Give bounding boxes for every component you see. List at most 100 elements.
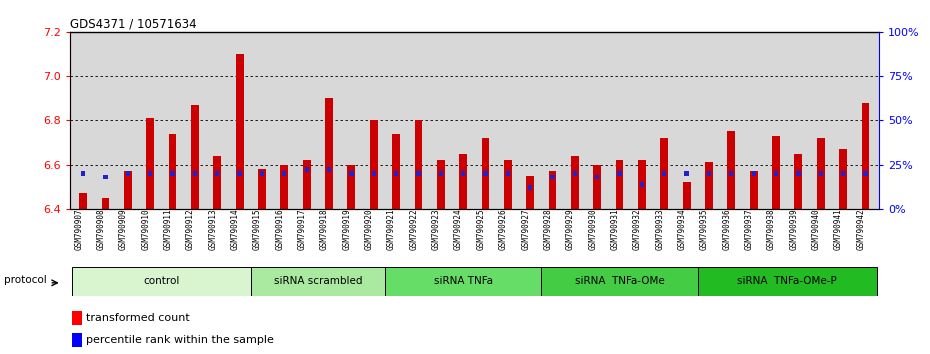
Text: GSM790915: GSM790915 (253, 209, 262, 251)
Bar (551, 175, 554, 179)
Bar (73, 312, 82, 325)
Bar (350, 171, 353, 176)
Bar (326, 167, 331, 172)
Text: GSM790940: GSM790940 (812, 209, 821, 251)
Text: GSM790930: GSM790930 (589, 209, 597, 251)
Bar (863, 171, 868, 176)
Bar (707, 171, 711, 176)
Text: GSM790936: GSM790936 (723, 209, 731, 251)
Bar (170, 171, 175, 176)
Bar (593, 165, 601, 209)
Bar (439, 171, 443, 176)
Bar (281, 165, 288, 209)
Bar (72, 267, 251, 296)
Bar (817, 138, 825, 209)
Bar (415, 120, 422, 209)
Text: GSM790929: GSM790929 (565, 209, 575, 251)
Text: GSM790912: GSM790912 (186, 209, 195, 251)
Text: GSM790935: GSM790935 (700, 209, 709, 251)
Bar (750, 171, 758, 209)
Bar (698, 267, 877, 296)
Text: GSM790908: GSM790908 (97, 209, 105, 251)
Bar (235, 54, 244, 209)
Bar (571, 156, 578, 209)
Text: GSM790925: GSM790925 (476, 209, 485, 251)
Bar (662, 171, 667, 176)
Bar (251, 267, 385, 296)
Text: GSM790926: GSM790926 (498, 209, 508, 251)
Bar (348, 165, 355, 209)
Bar (124, 171, 132, 209)
Text: GSM790942: GSM790942 (857, 209, 866, 251)
Text: control: control (143, 276, 179, 286)
Bar (148, 171, 153, 176)
Bar (304, 167, 309, 172)
Text: GSM790932: GSM790932 (633, 209, 642, 251)
Text: GSM790918: GSM790918 (320, 209, 329, 251)
Bar (794, 154, 803, 209)
Bar (549, 171, 556, 209)
Bar (541, 267, 698, 296)
Text: GSM790927: GSM790927 (521, 209, 530, 251)
Text: GSM790913: GSM790913 (208, 209, 218, 251)
Text: GSM790909: GSM790909 (119, 209, 127, 251)
Bar (818, 171, 823, 176)
Bar (326, 98, 333, 209)
Text: GDS4371 / 10571634: GDS4371 / 10571634 (70, 18, 196, 31)
Bar (103, 175, 108, 179)
Bar (461, 171, 465, 176)
Text: percentile rank within the sample: percentile rank within the sample (86, 335, 274, 345)
Text: siRNA  TNFa-OMe-P: siRNA TNFa-OMe-P (737, 276, 837, 286)
Text: GSM790933: GSM790933 (656, 209, 664, 251)
Bar (616, 160, 623, 209)
Text: GSM790934: GSM790934 (678, 209, 686, 251)
Text: siRNA  TNFa-OMe: siRNA TNFa-OMe (575, 276, 664, 286)
Bar (618, 171, 622, 176)
Bar (774, 171, 778, 176)
Bar (796, 171, 801, 176)
Bar (638, 160, 645, 209)
Bar (839, 149, 847, 209)
Bar (526, 176, 534, 209)
Bar (126, 171, 130, 176)
Bar (259, 171, 264, 176)
Bar (861, 103, 870, 209)
Bar (101, 198, 110, 209)
Bar (79, 193, 87, 209)
Bar (193, 171, 197, 176)
Bar (73, 333, 82, 347)
Text: GSM790907: GSM790907 (74, 209, 83, 251)
Bar (506, 171, 510, 176)
Bar (660, 138, 668, 209)
Text: GSM790916: GSM790916 (275, 209, 285, 251)
Text: GSM790922: GSM790922 (409, 209, 418, 251)
Bar (258, 169, 266, 209)
Bar (504, 160, 512, 209)
Text: GSM790924: GSM790924 (454, 209, 463, 251)
Bar (528, 185, 532, 190)
Bar (595, 175, 599, 179)
Bar (459, 154, 467, 209)
Bar (191, 105, 199, 209)
Text: siRNA scrambled: siRNA scrambled (273, 276, 362, 286)
Text: GSM790941: GSM790941 (834, 209, 844, 251)
Text: GSM790911: GSM790911 (164, 209, 173, 251)
Text: siRNA TNFa: siRNA TNFa (433, 276, 493, 286)
Bar (751, 171, 756, 176)
Text: GSM790923: GSM790923 (432, 209, 441, 251)
Bar (841, 171, 845, 176)
Bar (482, 138, 489, 209)
Text: GSM790939: GSM790939 (790, 209, 798, 251)
Bar (683, 182, 691, 209)
Bar (81, 171, 86, 176)
Text: GSM790921: GSM790921 (387, 209, 396, 251)
Bar (213, 156, 221, 209)
Text: GSM790914: GSM790914 (231, 209, 240, 251)
Bar (303, 160, 311, 209)
Bar (437, 160, 445, 209)
Bar (146, 118, 154, 209)
Bar (573, 171, 577, 176)
Bar (394, 171, 398, 176)
Text: GSM790938: GSM790938 (767, 209, 776, 251)
Bar (727, 131, 736, 209)
